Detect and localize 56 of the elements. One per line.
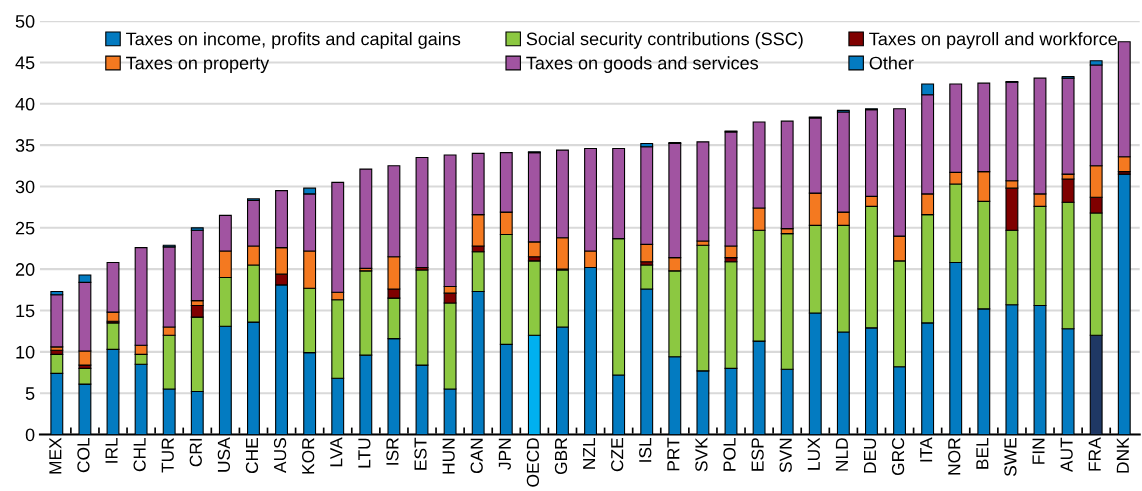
x-tick-label: ESP [751,438,764,471]
x-tick-label: IRL [105,437,118,463]
x-tick-label: FIN [1032,438,1045,464]
x-tick-label: CRI [189,438,202,467]
x-tick-label: KOR [302,438,315,474]
x-tick-label: OECD [526,438,540,487]
x-tick-label: TUR [161,438,174,473]
x-tick-label: SWE [1004,438,1017,477]
x-tick-label: MEX [49,437,62,474]
x-tick-label: COL [77,437,90,473]
x-tick-label: LVA [330,437,343,467]
x-tick-label: ITA [920,437,933,462]
x-tick-label: CHE [245,438,259,474]
legend-label: Other [869,56,914,70]
y-tick-label: 40 [15,97,35,111]
legend-label: Taxes on payroll and workforce [869,32,1117,49]
x-tick-label: NOR [948,438,961,475]
x-tick-label: POL [723,437,736,471]
x-tick-label: USA [217,437,231,472]
x-tick-label: CAN [470,438,483,474]
y-tick-label: 15 [16,304,35,318]
x-tick-label: DNK [1116,437,1129,473]
y-tick-label: 5 [25,387,35,400]
y-tick-label: 30 [15,180,35,194]
y-tick-label: 50 [15,15,35,28]
y-tick-label: 25 [15,221,35,235]
y-tick-label: 0 [25,428,35,442]
y-tick-label: 10 [16,345,35,359]
x-tick-label: SVN [779,438,792,473]
x-tick-label: NLD [835,438,848,471]
legend-label: Taxes on income, profits and capital gains [126,32,461,49]
x-tick-label: JPN [498,438,511,470]
legend-label: Social security contributions (SSC) [526,32,803,49]
x-tick-label: DEU [864,438,877,473]
x-tick-label: SVK [695,437,708,472]
x-tick-label: HUN [442,438,455,474]
legend-label: Taxes on property [126,56,270,74]
x-tick-label: NZL [583,437,596,469]
x-tick-label: BEL [976,437,989,469]
y-tick-label: 20 [15,263,35,276]
x-tick-label: PRT [667,437,680,471]
x-tick-label: GBR [554,438,568,475]
x-tick-label: EST [414,437,427,470]
x-tick-label: GRC [891,437,905,476]
y-tick-label: 45 [15,56,35,70]
x-tick-label: CHL [133,437,146,472]
x-tick-label: ISL [639,437,652,462]
y-tick-label: 35 [15,139,35,152]
x-tick-label: AUS [273,438,287,473]
legend-label: Taxes on goods and services [526,56,759,74]
x-tick-label: CZE [611,438,624,472]
x-tick-label: LUX [807,437,820,470]
x-tick-label: LTU [358,438,371,468]
x-tick-label: ISR [386,438,399,465]
x-tick-label: FRA [1088,437,1101,471]
x-tick-label: AUT [1060,437,1073,472]
